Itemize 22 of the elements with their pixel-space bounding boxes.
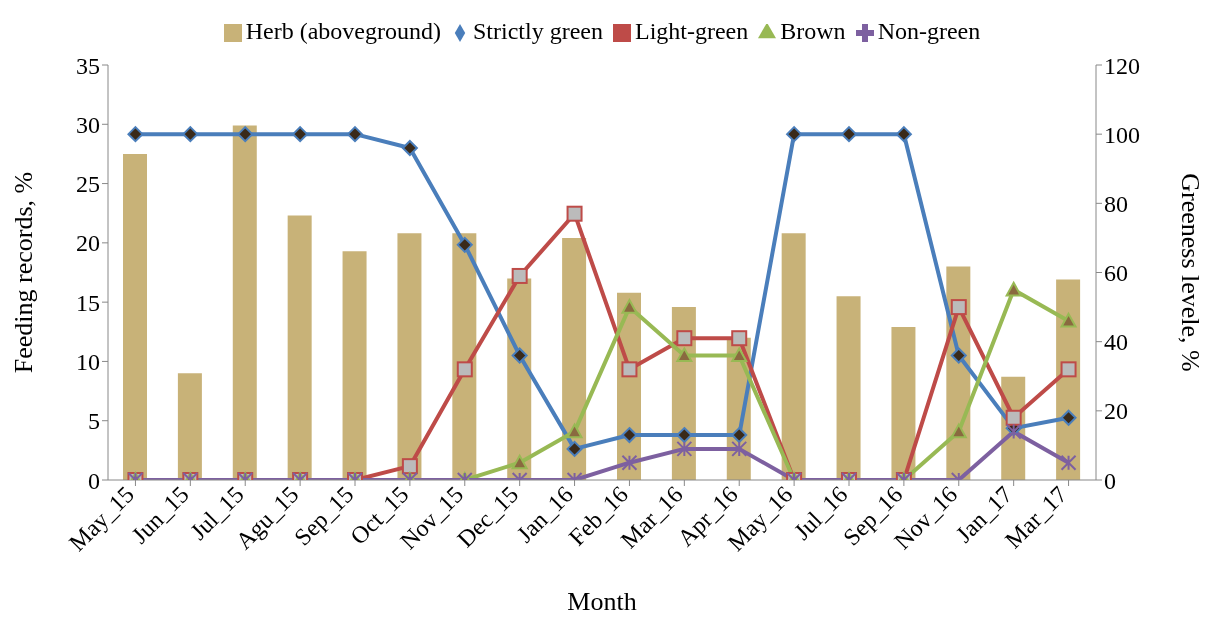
y2-tick-label: 120 [1104,52,1140,79]
x-axis-title: Month [567,587,637,616]
y2-tick-label: 0 [1104,467,1116,494]
y-tick-label: 15 [76,289,100,316]
y2-tick-label: 20 [1104,398,1128,425]
y-tick-label: 35 [76,52,100,79]
legend-label: Strictly green [473,18,603,44]
y-tick-label: 10 [76,348,100,375]
y2-tick-label: 40 [1104,329,1128,356]
legend-label: Light-green [634,18,749,44]
y-tick-label: 25 [76,171,100,198]
y2-axis-title: Greeness levele, % [1175,173,1205,372]
y-axis-title: Feeding records, % [9,171,39,374]
y-tick-label: 20 [76,230,100,257]
legend-label: Non-green [877,18,981,44]
y2-tick-label: 60 [1104,260,1128,287]
y-tick-label: 5 [88,408,100,435]
y-tick-label: 30 [76,111,100,138]
legend-label: Brown [780,18,846,44]
legend-label: Herb (aboveground) [245,18,442,44]
y2-tick-label: 80 [1104,190,1128,217]
y2-tick-label: 100 [1104,121,1140,148]
